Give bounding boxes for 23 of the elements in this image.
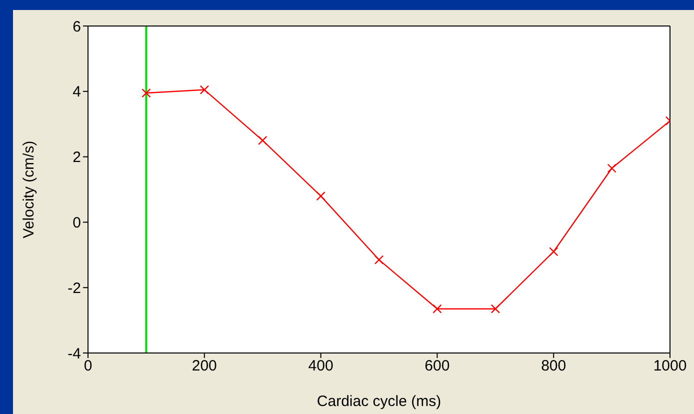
y-tick-label: 6 [72, 18, 81, 36]
point [316, 191, 326, 201]
point [432, 304, 442, 314]
point [142, 88, 151, 98]
point [549, 247, 558, 256]
y-tick-label: -2 [68, 280, 81, 297]
y-tick-label: 0 [72, 214, 81, 232]
point [258, 136, 268, 146]
point [200, 85, 209, 94]
y-tick-label: 4 [72, 84, 81, 101]
point [490, 304, 500, 314]
x-axis-title: Cardiac cycle (ms) [316, 393, 442, 410]
y-tick-label: 2 [72, 149, 81, 166]
x-tick-label: 200 [192, 358, 217, 375]
x-tick-label: 1000 [653, 358, 687, 375]
point [374, 255, 384, 264]
y-axis-title: Velocity (cm/s) [20, 140, 38, 238]
x-tick-label: 0 [84, 358, 92, 375]
x-tick-label: 400 [308, 358, 334, 375]
point [607, 164, 616, 173]
x-tick-label: 800 [541, 358, 566, 375]
y-tick-label: -4 [68, 345, 81, 362]
x-tick-label: 600 [424, 358, 450, 375]
